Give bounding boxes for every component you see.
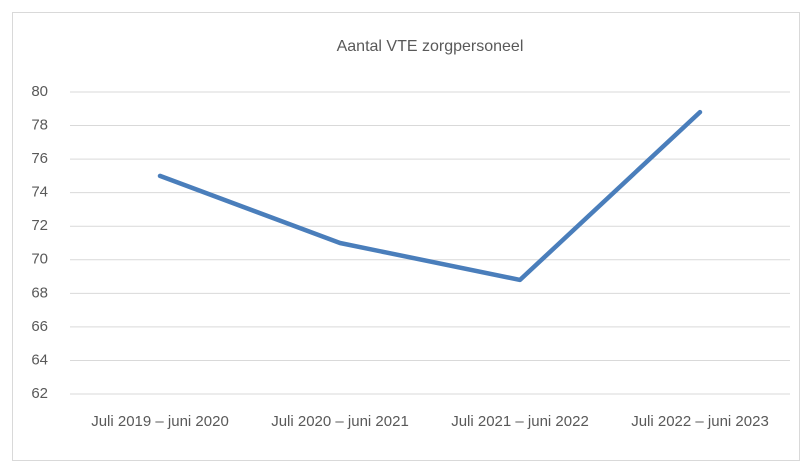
y-tick-label: 66 [31,318,48,335]
y-tick-label: 68 [31,284,48,301]
y-tick-label: 80 [31,83,48,100]
y-tick-label: 62 [31,385,48,402]
y-tick-label: 74 [31,184,48,201]
x-tick-label: Juli 2022 – juni 2023 [631,413,769,430]
x-tick-label: Juli 2019 – juni 2020 [91,413,229,430]
y-tick-label: 64 [31,351,48,368]
y-tick-label: 70 [31,251,48,268]
chart-frame [12,12,800,461]
x-tick-label: Juli 2021 – juni 2022 [451,413,589,430]
y-tick-label: 78 [31,117,48,134]
x-tick-label: Juli 2020 – juni 2021 [271,413,409,430]
line [157,109,703,283]
y-tick-label: 72 [31,217,48,234]
chart-title: Aantal VTE zorgpersoneel [337,38,524,55]
y-tick-label: 76 [31,150,48,167]
